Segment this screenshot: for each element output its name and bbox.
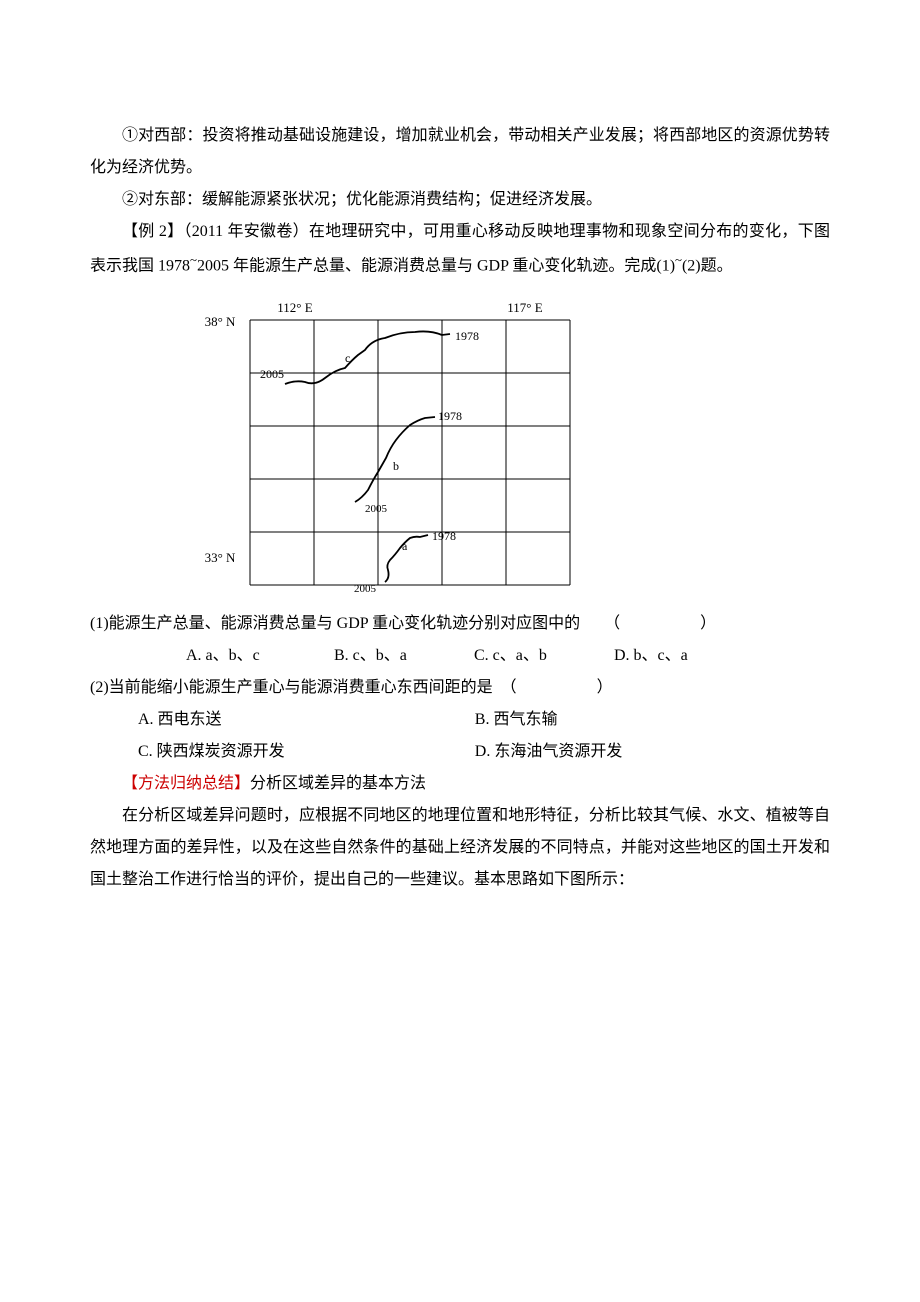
gravity-center-chart: 112° E 117° E 38° N 33° N c 1978 2005 b … xyxy=(190,290,590,600)
q1-option-a: A. a、b、c xyxy=(138,640,282,672)
question-2-options-row1: A. 西电东送 B. 西气东输 xyxy=(90,704,830,736)
method-title-red: 【方法归纳总结】 xyxy=(122,775,250,792)
question-1-options: A. a、b、c B. c、b、a C. c、a、b D. b、c、a xyxy=(90,640,830,672)
q2-option-a: A. 西电东送 xyxy=(90,704,475,736)
year-c-2005: 2005 xyxy=(260,367,284,381)
y-axis-bottom-label: 33° N xyxy=(205,550,236,565)
trajectory-c xyxy=(285,332,450,385)
q2-option-c: C. 陕西煤炭资源开发 xyxy=(90,736,475,768)
method-summary-title: 【方法归纳总结】分析区域差异的基本方法 xyxy=(90,768,830,800)
paragraph-west: ①对西部：投资将推动基础设施建设，增加就业机会，带动相关产业发展；将西部地区的资… xyxy=(90,120,830,184)
y-axis-top-label: 38° N xyxy=(205,314,236,329)
tilde-2: ~ xyxy=(675,253,682,267)
q1-option-d: D. b、c、a xyxy=(566,640,688,672)
question-2-options-row2: C. 陕西煤炭资源开发 D. 东海油气资源开发 xyxy=(90,736,830,768)
question-1-text: (1)能源生产总量、能源消费总量与 GDP 重心变化轨迹分别对应图中的 （ ） xyxy=(90,608,830,640)
year-a-1978: 1978 xyxy=(432,529,456,543)
year-a-2005: 2005 xyxy=(354,583,377,595)
paragraph-east: ②对东部：缓解能源紧张状况；优化能源消费结构；促进经济发展。 xyxy=(90,184,830,216)
question-2-text: (2)当前能缩小能源生产重心与能源消费重心东西间距的是 （ ） xyxy=(90,672,830,704)
label-b: b xyxy=(393,459,399,473)
year-c-1978: 1978 xyxy=(455,329,479,343)
q1-option-b: B. c、b、a xyxy=(286,640,422,672)
x-axis-right-label: 117° E xyxy=(507,300,542,315)
x-axis-left-label: 112° E xyxy=(277,300,312,315)
tilde-1: ~ xyxy=(190,253,197,267)
paragraph-example2: 【例 2】（2011 年安徽卷）在地理研究中，可用重心移动反映地理事物和现象空间… xyxy=(90,216,830,282)
method-summary-body: 在分析区域差异问题时，应根据不同地区的地理位置和地形特征，分析比较其气候、水文、… xyxy=(90,800,830,896)
q2-option-d: D. 东海油气资源开发 xyxy=(475,736,830,768)
q2-option-b: B. 西气东输 xyxy=(475,704,830,736)
label-c: c xyxy=(345,351,350,365)
example2-text-2: 2005 年能源生产总量、能源消费总量与 GDP 重心变化轨迹。完成(1) xyxy=(197,257,675,274)
q1-option-c: C. c、a、b xyxy=(426,640,562,672)
year-b-1978: 1978 xyxy=(438,409,462,423)
label-a: a xyxy=(402,539,408,553)
chart-container: 112° E 117° E 38° N 33° N c 1978 2005 b … xyxy=(190,290,590,600)
example2-text-3: (2)题。 xyxy=(682,257,733,274)
year-b-2005: 2005 xyxy=(365,503,388,515)
method-title-black: 分析区域差异的基本方法 xyxy=(250,775,426,792)
